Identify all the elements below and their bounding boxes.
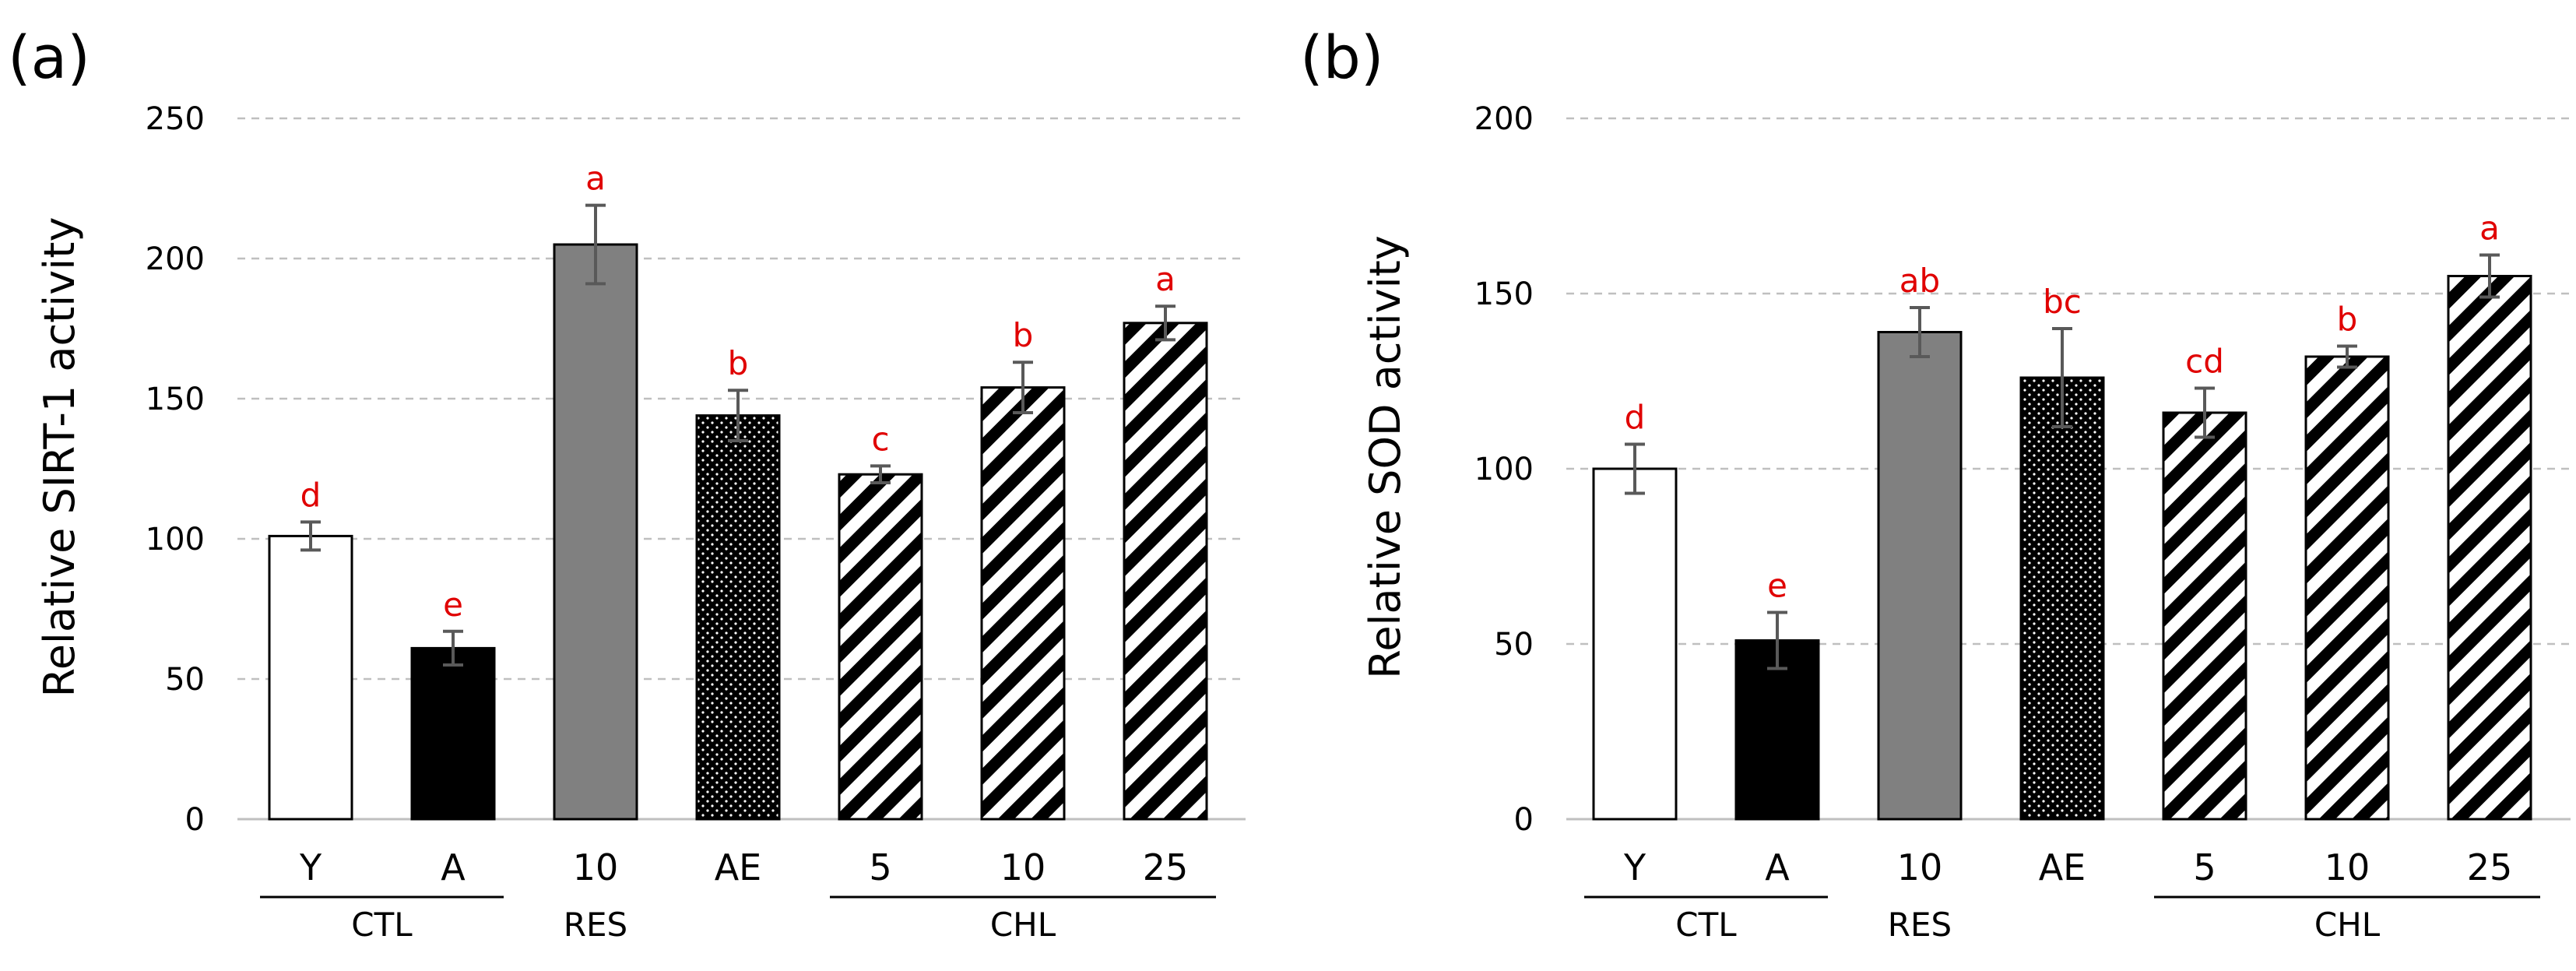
y-tick-label: 250 [146, 101, 205, 137]
y-tick-label: 200 [146, 241, 205, 277]
x-tick-label: 5 [2193, 846, 2216, 888]
y-tick-label: 100 [146, 522, 205, 558]
x-tick-label: 10 [573, 846, 619, 888]
x-tick-label: AE [2039, 846, 2086, 888]
y-tick-label: 150 [146, 382, 205, 417]
y-tick-label: 50 [1494, 627, 1534, 663]
x-tick-label: 25 [2467, 846, 2513, 888]
x-tick-label: 25 [1143, 846, 1189, 888]
y-tick-label: 0 [185, 802, 205, 838]
x-tick-label: A [441, 846, 466, 888]
bar [1877, 331, 1963, 821]
significance-label: d [1625, 399, 1646, 437]
significance-label: a [585, 160, 606, 198]
significance-label: e [1767, 567, 1787, 605]
bar [980, 386, 1066, 821]
panel-label: (b) [1300, 23, 1384, 92]
significance-label: a [1155, 260, 1176, 298]
bar [2447, 275, 2532, 821]
bar [1734, 639, 1820, 821]
y-tick-label: 150 [1474, 276, 1534, 312]
y-tick-label: 0 [1514, 802, 1534, 838]
group-label: CTL [1675, 906, 1737, 944]
chart-panel-b: (b) 0 50 100 150 200 Relative SOD activity d Ye A… [1300, 23, 2571, 944]
y-tick-label: 100 [1474, 452, 1534, 487]
group-label: CTL [351, 906, 413, 944]
x-tick-label: A [1765, 846, 1790, 888]
significance-label: bc [2043, 283, 2082, 321]
group-label: CHL [2314, 906, 2381, 944]
significance-label: c [871, 420, 889, 458]
y-tick-label: 200 [1474, 101, 1534, 137]
bar [1123, 322, 1208, 821]
bar [838, 473, 923, 821]
x-tick-label: 10 [2325, 846, 2370, 888]
bar [2162, 411, 2247, 821]
x-tick-label: 10 [1000, 846, 1046, 888]
group-label: RES [564, 906, 627, 944]
significance-label: b [1013, 316, 1034, 354]
x-tick-label: 10 [1897, 846, 1943, 888]
significance-label: a [2479, 209, 2500, 248]
bar [2304, 355, 2390, 821]
y-axis-label: Relative SOD activity [1361, 235, 1410, 679]
significance-label: b [728, 344, 749, 382]
x-tick-label: 5 [869, 846, 891, 888]
bar [1592, 467, 1678, 821]
bar [410, 646, 496, 821]
y-axis-label: Relative SIRT-1 activity [35, 217, 84, 698]
x-tick-label: Y [1623, 846, 1646, 888]
significance-label: d [300, 476, 322, 514]
panel-label: (a) [8, 23, 90, 92]
bar [553, 243, 638, 821]
significance-label: ab [1899, 262, 1940, 300]
x-tick-label: Y [299, 846, 322, 888]
x-tick-label: AE [715, 846, 762, 888]
group-label: RES [1888, 906, 1952, 944]
significance-label: b [2337, 301, 2358, 339]
chart-panel-a: (a) 0 50 100 150 200 250 Relative SIRT-1 activi… [8, 23, 1246, 944]
bar [2019, 376, 2105, 821]
bar [695, 414, 781, 821]
significance-label: cd [2185, 343, 2224, 381]
bar [268, 534, 353, 821]
significance-label: e [443, 586, 463, 624]
y-tick-label: 50 [165, 662, 205, 698]
group-label: CHL [990, 906, 1056, 944]
